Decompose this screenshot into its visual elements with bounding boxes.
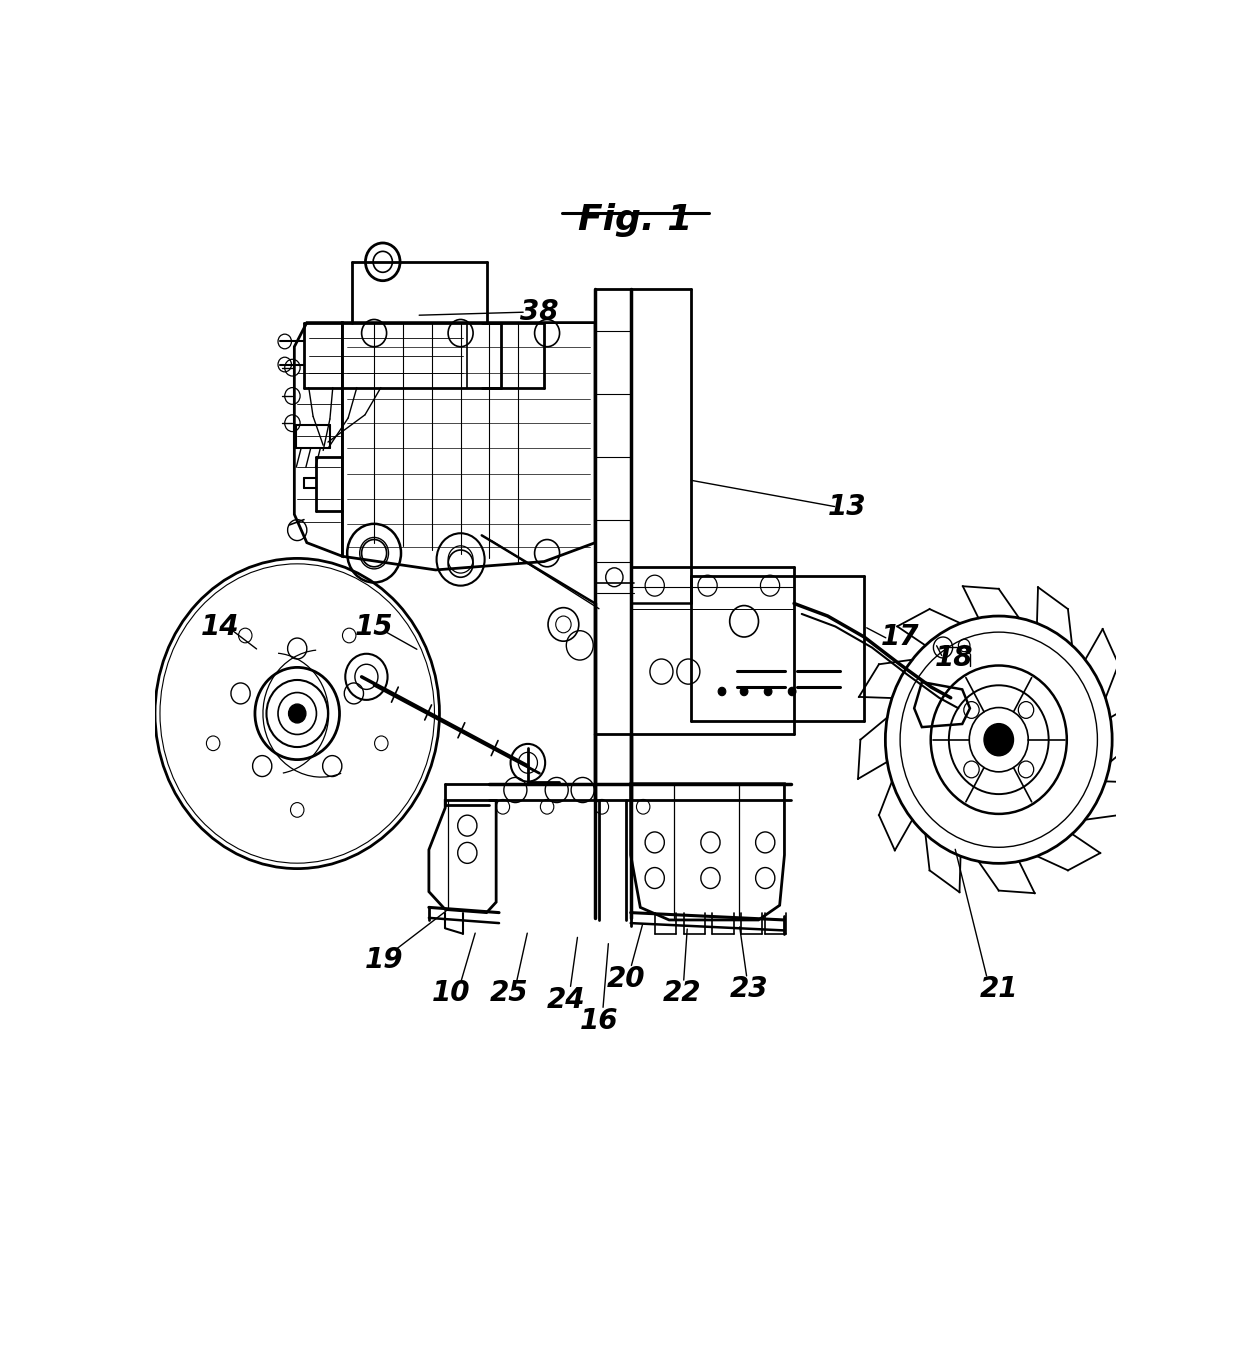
- Text: 16: 16: [580, 1007, 619, 1034]
- Circle shape: [789, 687, 796, 695]
- Circle shape: [289, 704, 306, 723]
- Circle shape: [985, 724, 1013, 755]
- Text: 24: 24: [547, 985, 585, 1014]
- Text: Fig. 1: Fig. 1: [578, 203, 693, 237]
- Circle shape: [764, 687, 773, 695]
- Circle shape: [740, 687, 748, 695]
- Text: 25: 25: [490, 980, 528, 1007]
- Text: 23: 23: [729, 974, 768, 1003]
- Text: 18: 18: [935, 644, 973, 672]
- Circle shape: [718, 687, 725, 695]
- Text: 13: 13: [827, 493, 867, 521]
- Text: 20: 20: [606, 965, 645, 992]
- Text: 10: 10: [432, 980, 470, 1007]
- Text: 21: 21: [980, 974, 1018, 1003]
- Text: 19: 19: [365, 946, 403, 973]
- Text: 17: 17: [880, 623, 919, 651]
- Text: 22: 22: [662, 980, 701, 1007]
- Text: 38: 38: [520, 298, 559, 327]
- Text: 15: 15: [355, 612, 393, 641]
- Text: 14: 14: [201, 612, 239, 641]
